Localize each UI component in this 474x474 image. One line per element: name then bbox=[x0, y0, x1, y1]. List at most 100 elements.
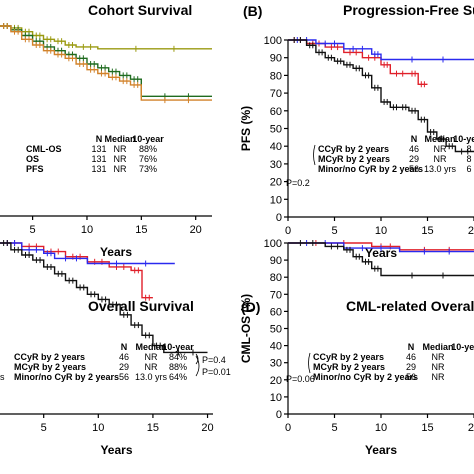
x-tick-label: 0 bbox=[285, 225, 291, 237]
table-cell-median: NR bbox=[432, 362, 445, 372]
chart-title: Progression-Free Surv bbox=[343, 2, 474, 18]
y-tick-label: 80 bbox=[270, 70, 282, 82]
series-line bbox=[288, 242, 474, 251]
series-line bbox=[288, 242, 474, 253]
brace bbox=[195, 355, 200, 377]
y-axis-label: CML-OS (%) bbox=[239, 294, 253, 363]
x-axis-label: Years bbox=[100, 443, 132, 457]
axes bbox=[287, 40, 474, 218]
x-tick-label: 20 bbox=[468, 422, 474, 434]
table-cell-median: NR bbox=[434, 144, 447, 154]
y-tick-label: 90 bbox=[270, 255, 282, 267]
row-prefix: s bbox=[0, 372, 5, 382]
table-cell-n: 56 bbox=[406, 372, 416, 382]
y-tick-label: 100 bbox=[264, 238, 282, 250]
x-tick-label: 5 bbox=[30, 224, 36, 236]
panel-d: (D) CML-related Overall Surv 0 5 10 15 20 Years… bbox=[239, 238, 474, 457]
x-tick-label: 15 bbox=[421, 422, 433, 434]
brace bbox=[308, 352, 311, 374]
table-cell-10-year: 6 bbox=[466, 164, 471, 174]
x-tick-label: 20 bbox=[201, 422, 213, 434]
table-cell-10-year: 64% bbox=[169, 372, 187, 382]
table-cell-median: 13.0 yrs bbox=[135, 372, 168, 382]
table-cell-10-year: 88% bbox=[139, 144, 157, 154]
y-tick-label: 60 bbox=[270, 106, 282, 118]
legend-entry: CCyR by 2 years bbox=[318, 144, 389, 154]
x-tick-label: 5 bbox=[41, 422, 47, 434]
panel-b: (B)Progression-Free Surv05101520Years010… bbox=[239, 2, 474, 260]
table-header-10-year: 10-year bbox=[451, 342, 474, 352]
series-line bbox=[0, 242, 208, 354]
y-tick-label: 30 bbox=[270, 358, 282, 370]
panel-c: Overall Survival 5 10 15 20 Years N Median10-ye… bbox=[0, 240, 231, 457]
p-value: P=0.01 bbox=[202, 367, 231, 377]
series-line bbox=[288, 39, 428, 85]
y-tick-label: 20 bbox=[270, 375, 282, 387]
p-value: P=0.4 bbox=[202, 355, 226, 365]
x-axis-label: Years bbox=[365, 246, 397, 260]
panel-label: (D) bbox=[241, 299, 260, 315]
x-tick-label: 15 bbox=[135, 224, 147, 236]
table-header-n: N bbox=[408, 342, 415, 352]
y-axis-label: PFS (%) bbox=[239, 106, 253, 151]
x-tick-label: 15 bbox=[421, 225, 433, 237]
table-cell-n: 131 bbox=[91, 154, 106, 164]
legend-entry: MCyR by 2 years bbox=[14, 362, 86, 372]
table-header-median: Median bbox=[424, 134, 455, 144]
table-cell-n: 29 bbox=[119, 362, 129, 372]
x-tick-label: 20 bbox=[190, 224, 202, 236]
x-tick-label: 5 bbox=[331, 225, 337, 237]
y-tick-label: 70 bbox=[270, 88, 282, 100]
series-line bbox=[288, 242, 474, 277]
chart-title: Cohort Survival bbox=[88, 2, 192, 18]
p-value: P=0.06 bbox=[286, 374, 315, 384]
y-tick-label: 60 bbox=[270, 306, 282, 318]
y-tick-label: 80 bbox=[270, 272, 282, 284]
y-tick-label: 50 bbox=[270, 124, 282, 136]
x-tick-label: 20 bbox=[468, 225, 474, 237]
series-line bbox=[0, 242, 175, 265]
y-tick-label: 10 bbox=[270, 194, 282, 206]
table-cell-n: 46 bbox=[406, 352, 416, 362]
y-tick-label: 40 bbox=[270, 341, 282, 353]
legend-entry: PFS bbox=[26, 164, 44, 174]
y-tick-label: 20 bbox=[270, 177, 282, 189]
table-cell-median: NR bbox=[434, 154, 447, 164]
legend-entry: CCyR by 2 years bbox=[14, 352, 85, 362]
table-cell-median: NR bbox=[432, 352, 445, 362]
table-cell-n: 46 bbox=[409, 144, 419, 154]
table-cell-median: NR bbox=[432, 372, 445, 382]
x-axis-label: Years bbox=[100, 245, 132, 259]
table-cell-median: NR bbox=[145, 362, 158, 372]
table-header-n: N bbox=[411, 134, 418, 144]
table-header-median: Median bbox=[135, 342, 166, 352]
table-cell-median: NR bbox=[114, 144, 127, 154]
table-cell-n: 29 bbox=[409, 154, 419, 164]
table-header-median: Median bbox=[104, 134, 135, 144]
x-tick-label: 15 bbox=[147, 422, 159, 434]
table-header-n: N bbox=[121, 342, 128, 352]
series-line bbox=[0, 25, 212, 50]
x-tick-label: 0 bbox=[285, 422, 291, 434]
series-line bbox=[0, 25, 212, 101]
chart-title: Overall Survival bbox=[88, 298, 194, 314]
y-tick-label: 0 bbox=[276, 409, 282, 421]
table-cell-median: NR bbox=[145, 352, 158, 362]
table-cell-median: NR bbox=[114, 164, 127, 174]
table-header-10-year: 10-year bbox=[132, 134, 164, 144]
series-line bbox=[0, 25, 212, 97]
table-cell-10-year: 73% bbox=[139, 164, 157, 174]
legend-entry: CCyR by 2 years bbox=[313, 352, 384, 362]
table-cell-n: 56 bbox=[409, 164, 419, 174]
table-cell-median: 13.0 yrs bbox=[424, 164, 457, 174]
brace bbox=[313, 144, 316, 166]
legend-entry: Minor/no CyR by 2 years bbox=[14, 372, 119, 382]
brace bbox=[195, 353, 199, 365]
legend-entry: Minor/no CyR by 2 years bbox=[313, 372, 418, 382]
legend-entry: MCyR by 2 years bbox=[318, 154, 390, 164]
table-cell-n: 46 bbox=[119, 352, 129, 362]
table-cell-10-year: 84% bbox=[169, 352, 187, 362]
table-header-n: N bbox=[96, 134, 103, 144]
series-line bbox=[288, 39, 474, 153]
y-tick-label: 100 bbox=[264, 35, 282, 47]
